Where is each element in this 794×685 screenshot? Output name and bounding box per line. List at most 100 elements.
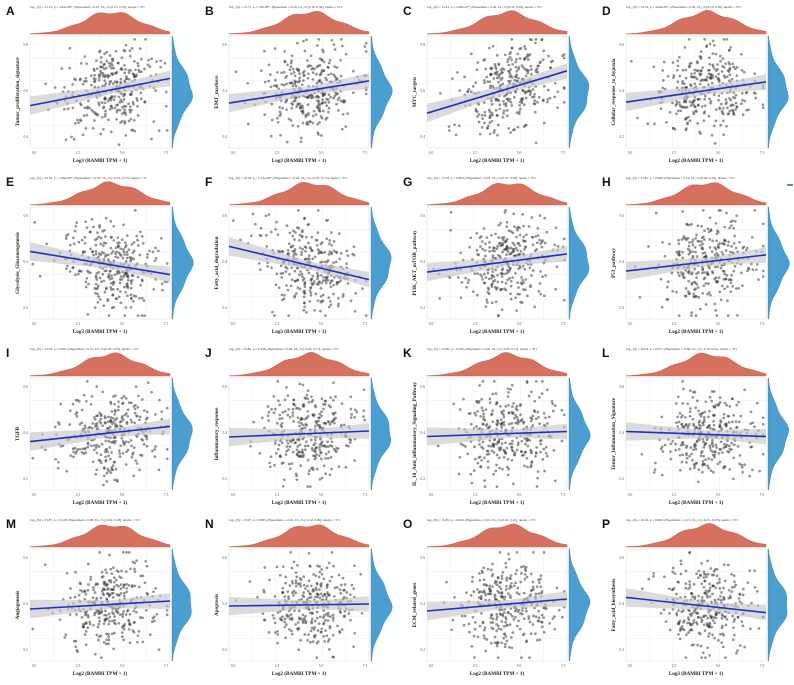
data-point xyxy=(708,293,712,297)
data-point xyxy=(329,251,333,255)
data-point xyxy=(68,46,72,50)
data-point xyxy=(492,442,495,446)
data-point xyxy=(120,437,124,440)
data-point xyxy=(294,571,297,574)
data-point xyxy=(491,420,495,424)
data-point xyxy=(515,415,519,419)
data-point xyxy=(694,233,698,237)
data-point xyxy=(297,76,301,80)
data-point xyxy=(301,278,305,282)
data-point xyxy=(555,265,559,269)
data-point xyxy=(726,240,730,244)
data-point xyxy=(691,422,695,426)
data-point xyxy=(328,473,331,477)
data-point xyxy=(460,281,464,284)
data-point xyxy=(68,66,72,70)
data-point xyxy=(676,395,680,399)
data-point xyxy=(745,246,749,250)
data-point xyxy=(104,609,107,613)
data-point xyxy=(160,282,164,286)
data-point xyxy=(334,102,338,106)
data-point xyxy=(137,394,140,398)
data-point xyxy=(484,305,488,308)
data-point xyxy=(293,279,296,283)
data-point xyxy=(749,410,752,414)
data-point xyxy=(491,44,495,48)
y-tick-label: 0.2 xyxy=(421,306,426,310)
data-point xyxy=(122,275,125,279)
data-point xyxy=(117,295,121,299)
data-point xyxy=(756,278,760,281)
data-point xyxy=(740,68,743,72)
y-axis-label: Glycolysis_Gluconeogenesis xyxy=(15,232,21,294)
data-point xyxy=(694,110,698,114)
data-point xyxy=(292,82,296,86)
data-point xyxy=(740,98,744,102)
data-point xyxy=(349,407,352,411)
data-point xyxy=(97,635,101,638)
data-point xyxy=(282,595,286,598)
data-point xyxy=(133,407,137,411)
data-point xyxy=(287,81,291,85)
data-point xyxy=(451,77,454,81)
data-point xyxy=(91,250,94,253)
data-point xyxy=(111,416,115,420)
data-point xyxy=(150,390,153,394)
data-point xyxy=(551,402,555,406)
data-point xyxy=(81,250,85,253)
data-point xyxy=(301,619,304,623)
data-point xyxy=(553,615,556,618)
data-point xyxy=(725,299,729,303)
data-point xyxy=(510,448,514,452)
data-point xyxy=(94,274,98,278)
data-point xyxy=(535,485,539,488)
data-point xyxy=(133,570,137,573)
data-point xyxy=(518,419,521,423)
data-point xyxy=(733,220,737,223)
data-point xyxy=(526,465,529,469)
data-point xyxy=(483,249,487,252)
data-point xyxy=(109,419,113,422)
data-point xyxy=(281,565,285,569)
data-point xyxy=(323,403,327,406)
data-point xyxy=(123,314,127,317)
data-point xyxy=(675,425,679,428)
panel-label: G xyxy=(403,175,412,189)
x-tick-label: 5.0 xyxy=(120,151,125,155)
stat-annotation: log₁₀(S) = 15.79, p = 0.003, ρ̂Spearman … xyxy=(30,347,139,352)
data-point xyxy=(506,60,509,64)
data-point xyxy=(358,572,362,576)
data-point xyxy=(506,473,510,477)
data-point xyxy=(120,626,124,629)
data-point xyxy=(727,73,731,77)
data-point xyxy=(117,621,121,625)
data-point xyxy=(147,58,150,62)
data-point xyxy=(488,114,492,117)
data-point xyxy=(343,125,347,129)
regression-line xyxy=(426,253,568,273)
y-axis-label: P53_pathway xyxy=(611,248,617,278)
data-point xyxy=(286,407,290,411)
data-point xyxy=(492,77,496,80)
data-point xyxy=(296,209,300,212)
data-point xyxy=(531,95,534,99)
data-point xyxy=(508,277,511,280)
data-point xyxy=(309,293,312,297)
data-point xyxy=(707,444,711,448)
data-point xyxy=(299,421,303,425)
data-point xyxy=(522,103,526,107)
data-point xyxy=(273,595,276,598)
data-point xyxy=(288,551,292,554)
data-point xyxy=(126,278,130,282)
data-point xyxy=(119,121,122,124)
data-point xyxy=(671,61,674,64)
data-point xyxy=(316,274,320,277)
data-point xyxy=(735,74,738,77)
data-point xyxy=(320,397,323,401)
data-point xyxy=(534,38,538,41)
data-point xyxy=(678,103,681,107)
data-point xyxy=(153,413,157,416)
data-point xyxy=(122,443,126,446)
data-point xyxy=(332,240,335,243)
